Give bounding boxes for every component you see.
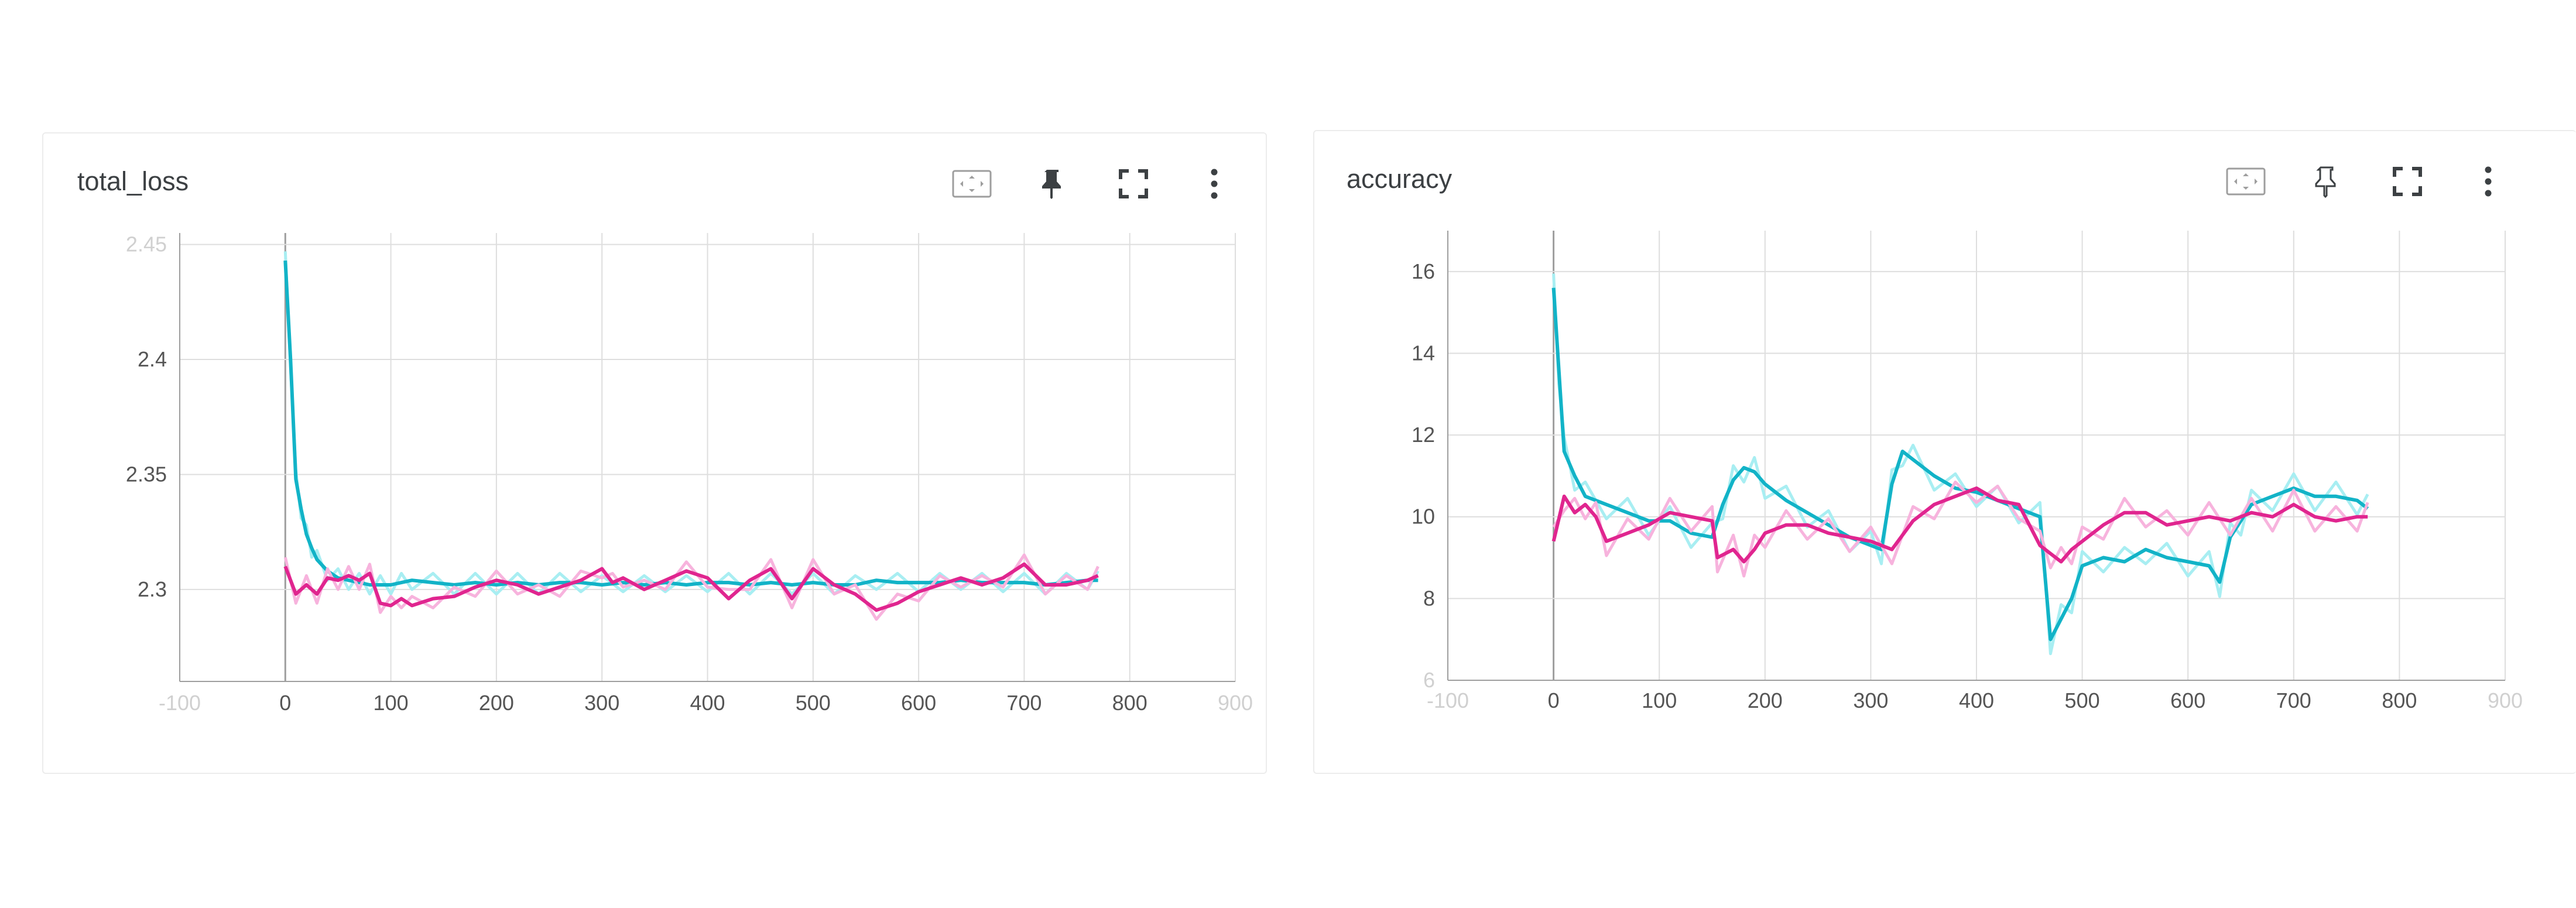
x-tick-label: 800 <box>2382 688 2417 712</box>
x-tick-label: 200 <box>479 691 514 715</box>
series-line[interactable] <box>283 562 1099 612</box>
x-tick-label: 400 <box>690 691 725 715</box>
x-tick-label: 200 <box>1748 688 1783 712</box>
x-tick-label: 900 <box>1218 691 1253 715</box>
y-tick-label: 6 <box>1423 668 1435 692</box>
series-line[interactable] <box>283 260 1098 587</box>
series-raw-line <box>1552 480 2369 578</box>
y-tick-label: 16 <box>1412 259 1435 283</box>
series-raw-line <box>1552 273 2369 656</box>
chart-card-accuracy: accuracy -100 0 100 200 300 400 500 600 7 <box>1313 130 2576 774</box>
x-tick-label: -100 <box>1427 688 1469 712</box>
x-tick-label: -100 <box>159 691 201 715</box>
pin-icon[interactable] <box>1032 163 1074 205</box>
line-chart-total-loss: -100 0 100 200 300 400 500 600 700 800 900 2.3 2.35 2… <box>126 232 1253 715</box>
chart-title: total_loss <box>77 166 189 196</box>
y-tick-label: 2.35 <box>126 462 167 486</box>
y-tick-label: 2.45 <box>126 232 167 256</box>
y-tick-label: 8 <box>1423 586 1435 610</box>
x-tick-label: 100 <box>1642 688 1677 712</box>
fullscreen-icon[interactable] <box>1112 163 1155 205</box>
x-tick-label: 100 <box>374 691 409 715</box>
fullscreen-icon[interactable] <box>2386 160 2428 203</box>
y-tick-label: 12 <box>1412 423 1435 447</box>
series-raw-line <box>283 251 1099 596</box>
line-chart-accuracy: -100 0 100 200 300 400 500 600 700 800 900 6 8 10 12 14… <box>1412 231 2523 712</box>
chart-card-total-loss: total_loss -100 0 100 200 300 400 500 60 <box>42 132 1267 774</box>
x-tick-label: 600 <box>901 691 936 715</box>
x-tick-label: 800 <box>1112 691 1147 715</box>
more-vert-icon[interactable] <box>2467 160 2509 203</box>
more-vert-icon[interactable] <box>1193 163 1235 205</box>
series-line[interactable] <box>1551 287 2369 642</box>
x-tick-label: 0 <box>1548 688 1560 712</box>
fit-domain-icon[interactable] <box>2225 160 2267 203</box>
x-tick-label: 500 <box>796 691 831 715</box>
chart-title: accuracy <box>1347 164 1453 194</box>
y-tick-label: 10 <box>1412 505 1435 529</box>
x-tick-label: 700 <box>2276 688 2311 712</box>
x-tick-label: 700 <box>1006 691 1042 715</box>
y-tick-label: 2.4 <box>138 347 167 371</box>
x-tick-label: 400 <box>1959 688 1994 712</box>
y-tick-label: 2.3 <box>138 577 167 601</box>
fit-domain-icon[interactable] <box>951 163 993 205</box>
x-tick-label: 0 <box>279 691 291 715</box>
x-tick-label: 300 <box>1853 688 1888 712</box>
x-tick-label: 300 <box>584 691 619 715</box>
series-raw-line <box>283 553 1099 621</box>
x-tick-label: 900 <box>2488 688 2523 712</box>
series-line[interactable] <box>1551 486 2368 564</box>
x-tick-label: 600 <box>2170 688 2205 712</box>
pin-outline-icon[interactable] <box>2306 160 2348 203</box>
x-tick-label: 500 <box>2065 688 2100 712</box>
y-tick-label: 14 <box>1412 341 1435 365</box>
